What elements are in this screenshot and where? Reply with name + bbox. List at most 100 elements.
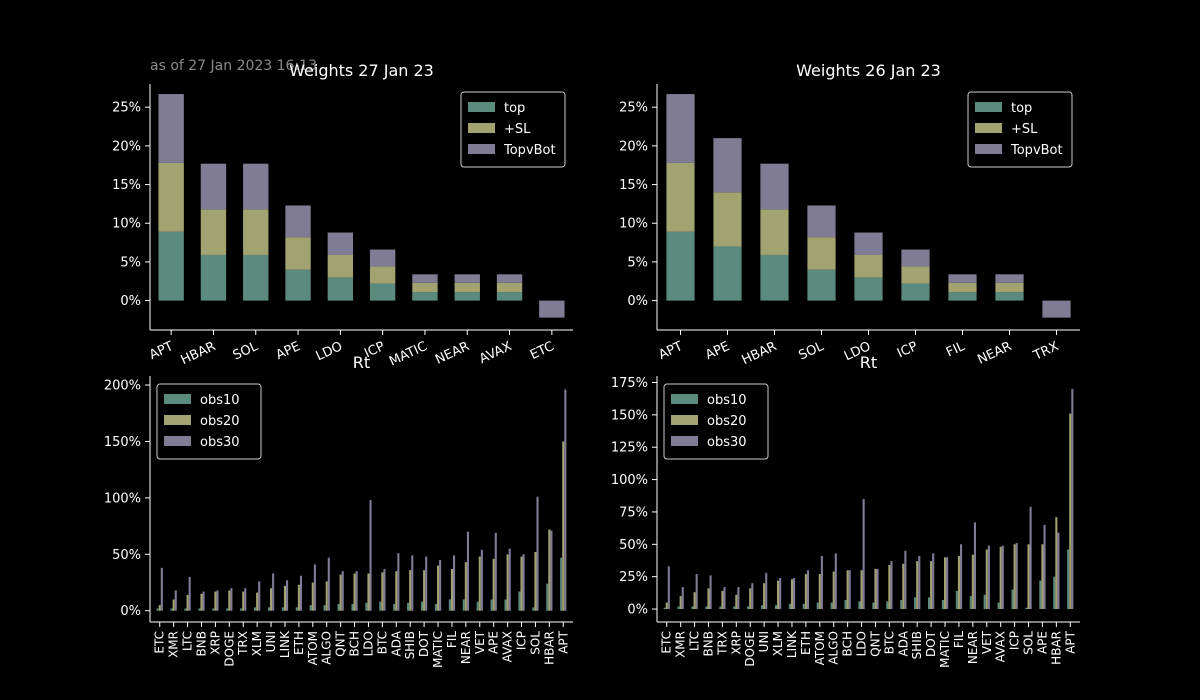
- bar-top: [243, 254, 269, 301]
- bar-obs20: [874, 568, 877, 610]
- bar-obs20: [283, 585, 287, 611]
- legend-swatch: [164, 415, 191, 425]
- bar-obs20: [790, 579, 794, 610]
- bar-obs10: [1025, 607, 1028, 610]
- x-tick-label: DOT: [417, 630, 431, 657]
- bar-obs20: [325, 581, 328, 611]
- x-tick-label: ETC: [660, 631, 674, 654]
- legend-label: obs20: [200, 414, 240, 429]
- bar-obs10: [705, 606, 708, 610]
- bar-obs30: [160, 567, 163, 611]
- bar-obs30: [946, 557, 949, 610]
- bar-obs20: [902, 563, 905, 610]
- bar-topvbot: [327, 232, 354, 255]
- x-tick-label: APE: [274, 339, 303, 363]
- bar-obs10: [691, 606, 694, 610]
- bar-obs20: [270, 588, 273, 611]
- x-tick-label: HBAR: [1049, 631, 1063, 665]
- x-tick-label: DOGE: [743, 631, 757, 667]
- bar-obs30: [765, 572, 768, 610]
- bar-obs10: [518, 591, 521, 611]
- bar-top: [807, 269, 836, 301]
- bar-obs20: [957, 555, 960, 610]
- bar-obs20: [158, 605, 161, 611]
- bar-obs30: [202, 591, 205, 611]
- bar-obs30: [751, 583, 754, 610]
- y-tick-label: 200%: [104, 379, 141, 394]
- bar-obs20: [339, 574, 342, 611]
- x-tick-label: FIL: [445, 631, 459, 648]
- y-tick-label: 20%: [112, 139, 141, 154]
- bar-sl: [807, 237, 836, 270]
- bar-sl: [200, 209, 227, 255]
- bar-obs10: [816, 602, 819, 610]
- legend-label: TopvBot: [1010, 143, 1063, 158]
- bar-obs10: [212, 608, 215, 611]
- bar-obs10: [886, 601, 889, 610]
- x-tick-label: LDO: [314, 339, 345, 364]
- x-tick-label: DOT: [924, 630, 938, 657]
- bar-obs10: [309, 605, 312, 611]
- bar-obs30: [286, 580, 289, 611]
- bar-obs30: [1071, 388, 1074, 610]
- bar-obs20: [721, 590, 724, 610]
- bar-obs30: [452, 555, 456, 611]
- x-tick-label: LTC: [688, 631, 702, 651]
- timestamp-label: as of 27 Jan 2023 16:13: [150, 58, 317, 74]
- bar-obs10: [407, 602, 410, 611]
- legend: obs10 obs20 obs30: [663, 383, 769, 460]
- bar-sl: [158, 162, 184, 232]
- y-tick-label: 50%: [619, 538, 648, 553]
- x-tick-label: LDO: [855, 631, 869, 656]
- bar-obs30: [216, 590, 219, 611]
- bar-obs10: [774, 605, 778, 610]
- bar-sl: [454, 282, 480, 293]
- x-tick-label: XLM: [771, 631, 785, 656]
- bar-obs20: [665, 602, 668, 610]
- bar-obs20: [930, 561, 933, 610]
- legend-label: obs20: [707, 414, 747, 429]
- legend-label: obs30: [200, 435, 240, 450]
- bar-obs30: [723, 587, 726, 610]
- bar-obs30: [959, 544, 963, 610]
- bar-obs20: [436, 565, 440, 611]
- bar-obs20: [381, 572, 384, 611]
- bar-obs10: [1039, 580, 1042, 610]
- bar-obs10: [1067, 549, 1070, 610]
- x-tick-label: APT: [147, 339, 176, 363]
- bar-obs20: [943, 557, 947, 610]
- bar-obs30: [681, 587, 684, 610]
- bar-obs30: [439, 559, 442, 611]
- x-tick-label: XLM: [250, 631, 264, 656]
- bar-top: [327, 277, 354, 301]
- x-tick-label: LDO: [361, 631, 375, 656]
- bar-obs10: [677, 606, 680, 610]
- bar-sl: [901, 266, 930, 284]
- bar-obs10: [1053, 576, 1056, 610]
- legend-label: top: [1011, 101, 1032, 116]
- bar-sl: [285, 237, 311, 270]
- bar-obs30: [737, 587, 740, 610]
- legend-label: obs10: [707, 393, 747, 408]
- bar-topvbot: [948, 274, 977, 283]
- y-tick-label: 20%: [619, 139, 648, 154]
- bar-obs10: [927, 597, 931, 610]
- bar-obs20: [749, 588, 752, 610]
- x-tick-label: TRX: [715, 631, 729, 656]
- bar-obs20: [186, 594, 189, 611]
- bar-obs20: [860, 570, 863, 610]
- bar-obs30: [1043, 524, 1046, 610]
- bar-obs10: [788, 603, 791, 610]
- x-tick-label: SOL: [231, 339, 261, 364]
- bar-obs30: [667, 566, 670, 610]
- bar-topvbot: [200, 163, 227, 210]
- bar-obs20: [520, 556, 523, 611]
- bar-obs30: [327, 557, 330, 611]
- bar-obs30: [355, 571, 358, 611]
- bar-obs30: [918, 555, 921, 610]
- legend-swatch: [975, 123, 1002, 133]
- x-tick-label: MATIC: [387, 339, 430, 369]
- x-tick-label: ICP: [1008, 631, 1022, 650]
- x-tick-label: QNT: [868, 630, 882, 656]
- x-tick-label: ICP: [515, 631, 529, 650]
